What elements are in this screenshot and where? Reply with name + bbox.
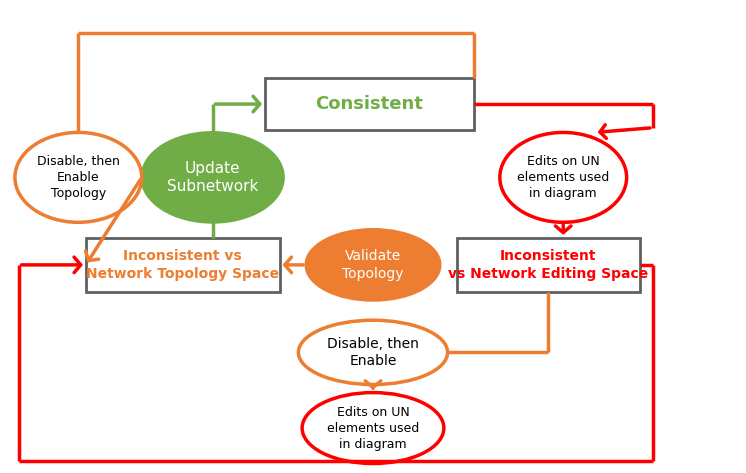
Ellipse shape: [298, 320, 448, 385]
Text: Inconsistent
vs Network Editing Space: Inconsistent vs Network Editing Space: [448, 249, 648, 280]
Ellipse shape: [306, 229, 440, 300]
Text: Validate
Topology: Validate Topology: [342, 249, 404, 280]
FancyBboxPatch shape: [457, 238, 640, 292]
Text: Edits on UN
elements used
in diagram: Edits on UN elements used in diagram: [327, 405, 419, 451]
Text: Edits on UN
elements used
in diagram: Edits on UN elements used in diagram: [517, 155, 609, 200]
Ellipse shape: [15, 132, 142, 222]
Ellipse shape: [302, 393, 444, 464]
Text: Consistent: Consistent: [316, 95, 423, 113]
FancyBboxPatch shape: [265, 78, 474, 130]
Text: Disable, then
Enable: Disable, then Enable: [327, 337, 419, 368]
Text: Disable, then
Enable
Topology: Disable, then Enable Topology: [37, 155, 120, 200]
Text: Inconsistent vs
Network Topology Space: Inconsistent vs Network Topology Space: [87, 249, 279, 280]
Ellipse shape: [142, 132, 283, 222]
Ellipse shape: [500, 132, 627, 222]
FancyBboxPatch shape: [86, 238, 280, 292]
Text: Update
Subnetwork: Update Subnetwork: [167, 160, 258, 194]
